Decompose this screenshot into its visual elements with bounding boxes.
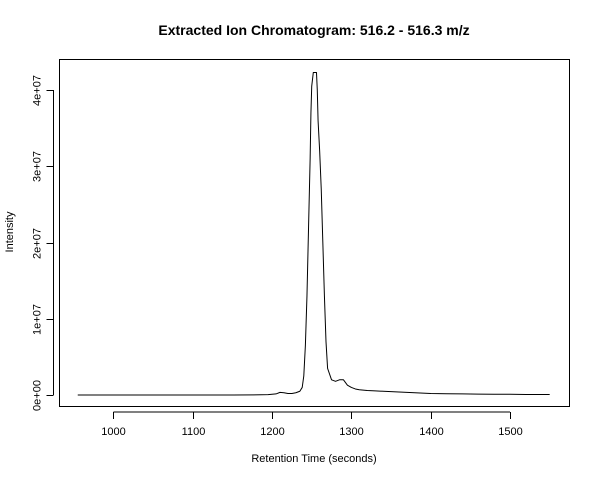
y-tick-label: 4e+07 — [32, 75, 44, 106]
y-tick-label: 1e+07 — [32, 304, 44, 335]
intensity-trace — [77, 71, 550, 396]
plot-frame — [59, 59, 570, 407]
y-axis-ticks: 0e+00 1e+07 2e+07 3e+07 4e+07 — [32, 75, 54, 411]
x-tick-label: 1000 — [101, 426, 125, 438]
x-axis-ticks: 1000 1100 1200 1300 1400 1500 — [101, 412, 523, 438]
chart-title: Extracted Ion Chromatogram: 516.2 - 516.… — [158, 22, 469, 38]
x-tick-label: 1200 — [260, 426, 284, 438]
x-tick-label: 1300 — [339, 426, 363, 438]
y-axis-label: Intensity — [4, 211, 16, 252]
y-tick-label: 2e+07 — [32, 228, 44, 259]
y-tick-label: 0e+00 — [32, 380, 44, 411]
x-tick-label: 1500 — [498, 426, 522, 438]
y-tick-label: 3e+07 — [32, 151, 44, 182]
x-tick-label: 1400 — [419, 426, 443, 438]
x-tick-label: 1100 — [182, 426, 206, 438]
x-axis-label: Retention Time (seconds) — [251, 453, 376, 465]
